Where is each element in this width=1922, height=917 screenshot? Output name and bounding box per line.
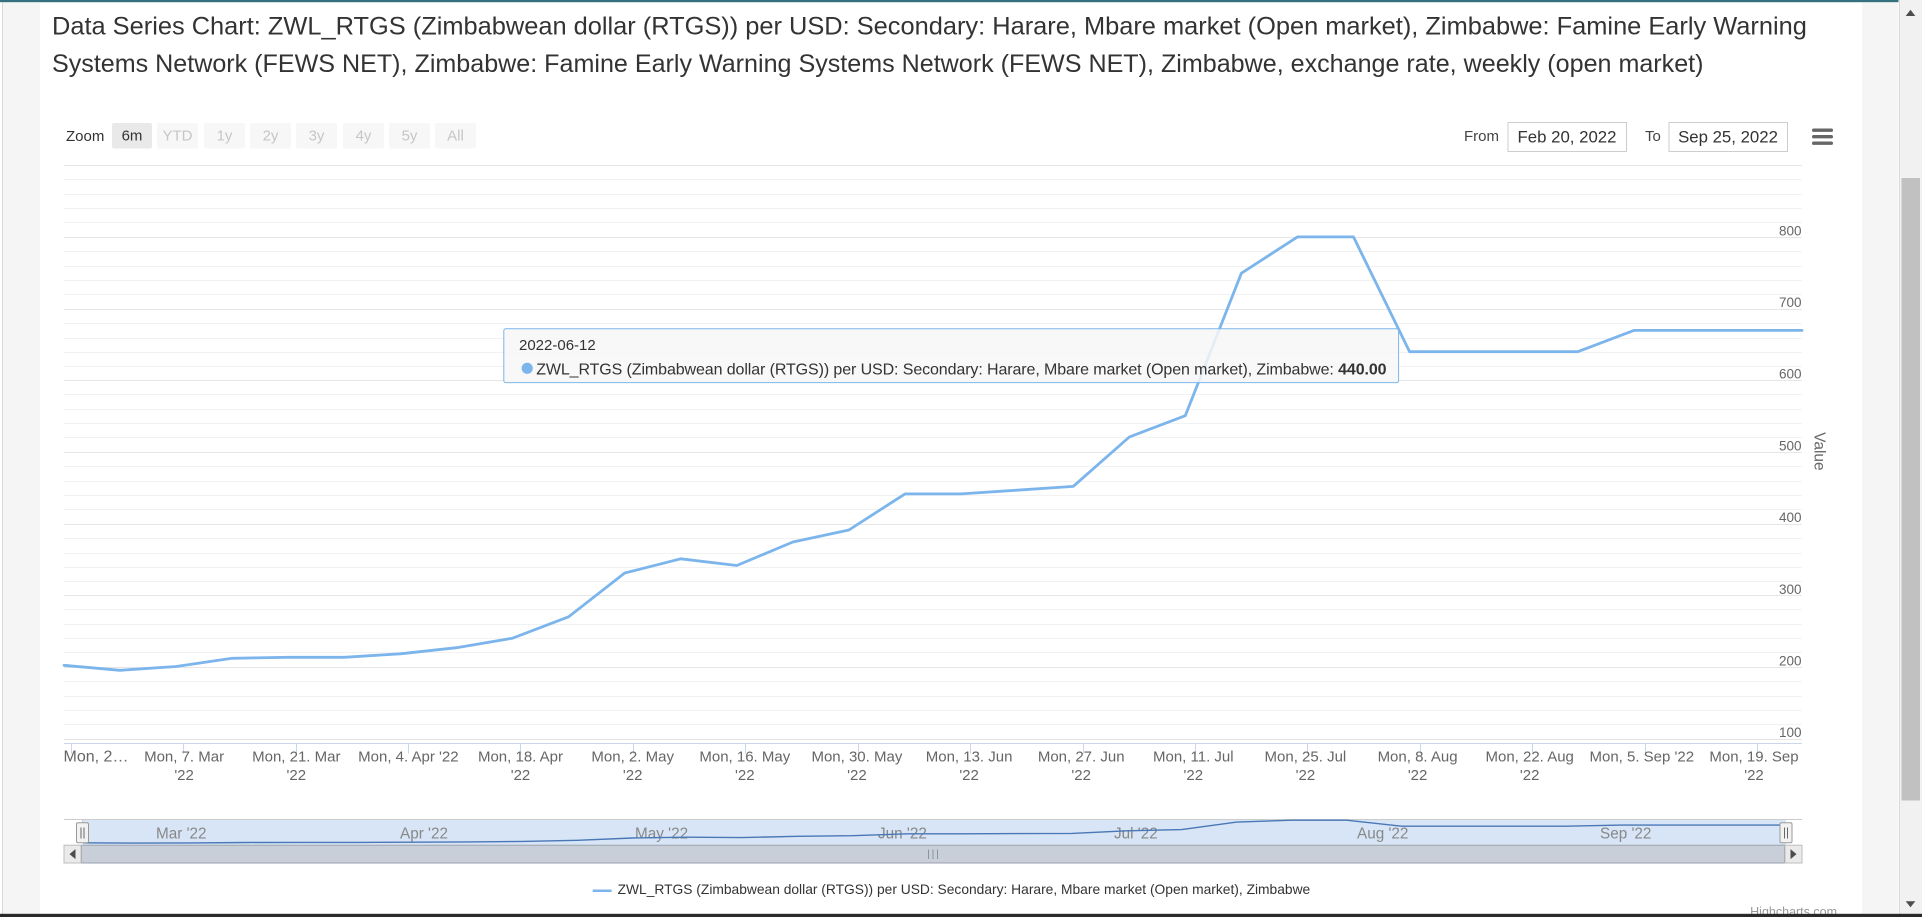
svg-text:1y: 1y (217, 128, 233, 145)
svg-text:700: 700 (1779, 295, 1802, 310)
svg-text:Mar '22: Mar '22 (156, 826, 207, 843)
svg-text:Mon, 22. Aug: Mon, 22. Aug (1485, 748, 1573, 765)
svg-text:'22: '22 (511, 767, 531, 784)
svg-text:Jul '22: Jul '22 (1114, 826, 1158, 843)
svg-text:Mon, 5. Sep '22: Mon, 5. Sep '22 (1589, 748, 1694, 765)
svg-text:'22: '22 (174, 767, 194, 784)
svg-text:ZWL_RTGS (Zimbabwean dollar (R: ZWL_RTGS (Zimbabwean dollar (RTGS)) per … (618, 882, 1311, 897)
svg-text:2y: 2y (263, 128, 279, 145)
svg-text:'22: '22 (735, 767, 755, 784)
svg-text:'22: '22 (1408, 767, 1428, 784)
svg-text:Mon, 27. Jun: Mon, 27. Jun (1038, 748, 1125, 765)
svg-text:Mon, 21. Mar: Mon, 21. Mar (252, 748, 340, 765)
svg-text:400: 400 (1779, 510, 1802, 525)
svg-text:May '22: May '22 (635, 826, 688, 843)
svg-text:200: 200 (1779, 654, 1802, 669)
svg-text:Systems Network (FEWS NET), Zi: Systems Network (FEWS NET), Zimbabwe: Fa… (52, 50, 1704, 78)
svg-text:'22: '22 (847, 767, 867, 784)
svg-text:Mon, 7. Mar: Mon, 7. Mar (144, 748, 224, 765)
svg-text:300: 300 (1779, 582, 1802, 597)
svg-text:ZWL_RTGS (Zimbabwean dollar (R: ZWL_RTGS (Zimbabwean dollar (RTGS)) per … (536, 361, 1386, 378)
svg-text:3y: 3y (309, 128, 325, 145)
svg-text:Mon, 19. Sep: Mon, 19. Sep (1709, 748, 1798, 765)
svg-text:Mon, 11. Jul: Mon, 11. Jul (1153, 748, 1234, 765)
svg-text:All: All (447, 128, 464, 145)
svg-text:6m: 6m (122, 128, 143, 145)
svg-text:Feb 20, 2022: Feb 20, 2022 (1518, 128, 1617, 147)
svg-text:'22: '22 (1184, 767, 1204, 784)
svg-text:Zoom: Zoom (66, 128, 104, 145)
svg-text:Mon, 13. Jun: Mon, 13. Jun (926, 748, 1013, 765)
svg-text:YTD: YTD (163, 128, 193, 145)
svg-text:'22: '22 (1296, 767, 1316, 784)
svg-text:'22: '22 (959, 767, 979, 784)
svg-text:From: From (1464, 128, 1499, 145)
svg-text:5y: 5y (402, 128, 418, 145)
svg-text:4y: 4y (356, 128, 372, 145)
svg-text:Mon, 25. Jul: Mon, 25. Jul (1265, 748, 1347, 765)
svg-text:2022-06-12: 2022-06-12 (519, 337, 596, 354)
svg-text:Apr '22: Apr '22 (400, 826, 448, 843)
svg-text:Mon, 16. May: Mon, 16. May (699, 748, 790, 765)
svg-text:600: 600 (1779, 367, 1802, 382)
svg-text:Aug '22: Aug '22 (1357, 826, 1408, 843)
svg-text:Mon, 2…: Mon, 2… (64, 748, 129, 765)
svg-text:'22: '22 (1071, 767, 1091, 784)
svg-text:'22: '22 (1744, 767, 1764, 784)
svg-text:'22: '22 (1520, 767, 1540, 784)
svg-text:100: 100 (1779, 725, 1802, 740)
svg-text:Mon, 30. May: Mon, 30. May (811, 748, 902, 765)
svg-text:Mon, 2. May: Mon, 2. May (591, 748, 674, 765)
svg-text:Value: Value (1811, 432, 1828, 471)
svg-text:Mon, 8. Aug: Mon, 8. Aug (1378, 748, 1458, 765)
svg-text:'22: '22 (623, 767, 643, 784)
svg-text:Sep '22: Sep '22 (1600, 826, 1651, 843)
svg-text:Mon, 18. Apr: Mon, 18. Apr (478, 748, 563, 765)
svg-text:To: To (1645, 128, 1661, 145)
svg-text:Data Series Chart: ZWL_RTGS (Z: Data Series Chart: ZWL_RTGS (Zimbabwean … (52, 12, 1807, 40)
svg-text:'22: '22 (287, 767, 307, 784)
svg-text:500: 500 (1779, 438, 1802, 453)
svg-text:800: 800 (1779, 223, 1802, 238)
svg-text:Sep 25, 2022: Sep 25, 2022 (1678, 128, 1778, 147)
svg-text:Mon, 4. Apr '22: Mon, 4. Apr '22 (358, 748, 458, 765)
